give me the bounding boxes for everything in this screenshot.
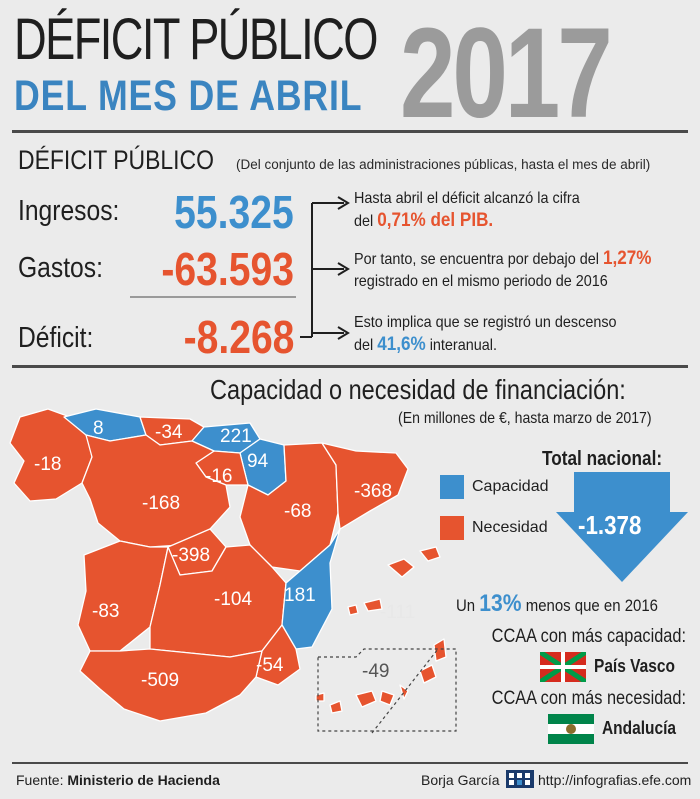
divider-top xyxy=(12,130,688,133)
total-change: Un 13% menos que en 2016 xyxy=(456,590,658,617)
region-cataluna xyxy=(321,442,409,530)
note-pib: Hasta abril el déficit alcanzó la cifra … xyxy=(354,190,580,231)
map-label-cataluna: -368 xyxy=(354,481,392,502)
map-label-asturias: 8 xyxy=(93,418,104,439)
region-valencia xyxy=(281,528,341,650)
pais-vasco-flag-icon xyxy=(540,652,586,682)
spain-map: -18 8 -34 221 94 -16 -68 -368 -168 -398 … xyxy=(9,408,457,734)
divider-middle xyxy=(12,365,688,368)
map-label-castilla-mancha: -104 xyxy=(214,589,252,610)
map-label-pais-vasco: 221 xyxy=(220,426,252,447)
legend-capacity-swatch xyxy=(440,475,464,499)
region-castilla-leon xyxy=(81,434,231,548)
deficit-value: -8.268 xyxy=(183,311,294,363)
expenses-label: Gastos: xyxy=(18,252,103,284)
efe-logo-icon xyxy=(506,770,534,788)
legend-need-label: Necesidad xyxy=(472,519,548,536)
income-label: Ingresos: xyxy=(18,195,120,227)
map-label-la-rioja: -16 xyxy=(205,466,232,487)
canarias-frame xyxy=(317,648,457,732)
map-label-cantabria: -34 xyxy=(155,422,183,443)
total-value: -1.378 xyxy=(578,510,642,540)
main-subtitle: DEL MES DE ABRIL xyxy=(14,72,363,120)
map-label-valencia: 181 xyxy=(284,585,316,606)
divider-bottom xyxy=(12,762,688,764)
sum-divider xyxy=(130,296,296,298)
map-label-extremadura: -83 xyxy=(92,601,119,622)
map-label-canarias: -49 xyxy=(362,661,389,682)
footer-source: Fuente: Ministerio de Hacienda xyxy=(16,772,220,788)
map-label-baleares: -111 xyxy=(380,602,415,623)
footer-url[interactable]: http://infografias.efe.com xyxy=(538,772,692,788)
region-andalucia xyxy=(79,648,263,722)
legend-capacity-label: Capacidad xyxy=(472,478,549,495)
deficit-section-subtitle: (Del conjunto de las administraciones pú… xyxy=(236,157,651,172)
andalucia-flag-icon xyxy=(548,714,594,744)
total-label: Total nacional: xyxy=(542,448,663,470)
most-capacity-label: CCAA con más capacidad: xyxy=(491,626,686,647)
region-baleares xyxy=(347,546,441,616)
expenses-value: -63.593 xyxy=(161,243,294,295)
financing-section-subtitle: (En millones de €, hasta marzo de 2017) xyxy=(398,410,652,427)
map-label-andalucia: -509 xyxy=(141,670,179,691)
footer-author: Borja García xyxy=(421,772,500,788)
map-label-madrid: -398 xyxy=(172,545,210,566)
legend-need-swatch xyxy=(440,516,464,540)
note-descenso: Esto implica que se registró un descenso… xyxy=(354,314,617,355)
note-2016: Por tanto, se encuentra por debajo del 1… xyxy=(354,248,652,290)
map-label-murcia: -54 xyxy=(256,655,284,676)
deficit-section-title: DÉFICIT PÚBLICO xyxy=(18,145,214,175)
map-label-galicia: -18 xyxy=(34,454,61,475)
region-canarias xyxy=(315,638,447,714)
main-title: DÉFICIT PÚBLICO xyxy=(14,7,378,72)
region-galicia xyxy=(9,408,93,502)
down-arrow-icon xyxy=(556,472,688,582)
income-value: 55.325 xyxy=(174,186,294,238)
map-label-castilla-leon: -168 xyxy=(142,493,180,514)
most-need-label: CCAA con más necesidad: xyxy=(491,688,686,709)
map-label-aragon: -68 xyxy=(284,501,311,522)
bracket-arrows xyxy=(300,196,350,340)
year-label: 2017 xyxy=(400,2,613,145)
deficit-label: Déficit: xyxy=(18,322,94,354)
most-need-region: Andalucía xyxy=(602,718,676,738)
map-label-navarra: 94 xyxy=(247,451,269,472)
most-capacity-region: País Vasco xyxy=(594,656,675,676)
financing-section-title: Capacidad o necesidad de financiación: xyxy=(210,374,626,405)
